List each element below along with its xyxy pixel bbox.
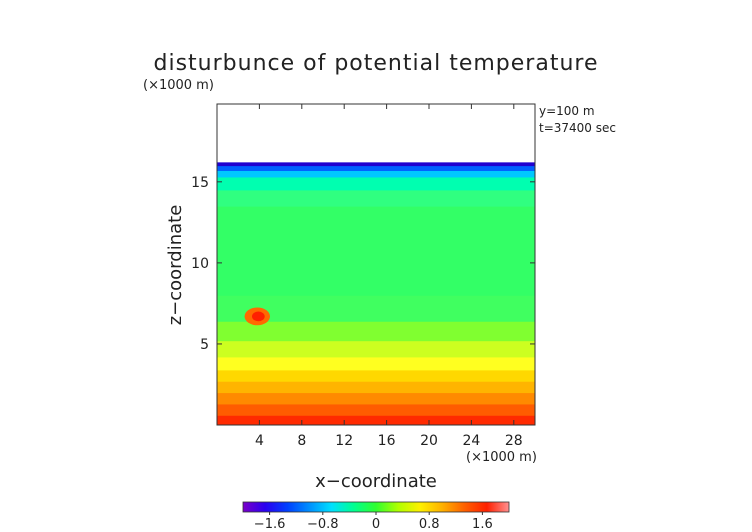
colorbar-tick-label: −0.8 — [307, 517, 339, 532]
field-band-1 — [217, 403, 535, 416]
field-band-13 — [217, 165, 535, 171]
field-band-12 — [217, 170, 535, 178]
colorbar-gradient — [242, 501, 510, 513]
x-tick-label: 20 — [420, 433, 438, 449]
colorbar: −1.6 −0.8 0 0.8 1.6 — [242, 501, 510, 532]
colorbar-ticks: −1.6 −0.8 0 0.8 1.6 — [254, 512, 493, 532]
field-band-11 — [217, 176, 535, 191]
field-band-6 — [217, 340, 535, 358]
colorbar-tick-label: 0.8 — [419, 517, 440, 532]
y-tick-label: 10 — [191, 256, 209, 272]
scale-label: (×1000 m) — [143, 78, 214, 93]
field-band-3 — [217, 381, 535, 394]
info-text: y=100 m t=37400 sec — [539, 104, 616, 135]
colorbar-tick-label: 1.6 — [472, 517, 493, 532]
field-band-8 — [217, 295, 535, 322]
x-axis-label: x−coordinate — [315, 471, 437, 492]
x-tick-label: 16 — [378, 433, 396, 449]
x-tick-label: 4 — [255, 433, 264, 449]
plot-frame — [216, 103, 536, 426]
heatmap-field — [217, 162, 535, 425]
x-unit-label: (×1000 m) — [466, 450, 537, 465]
field-band-10 — [217, 189, 535, 207]
x-tick-label: 8 — [297, 433, 306, 449]
y-tick-label: 15 — [191, 175, 209, 191]
field-band-9 — [217, 206, 535, 296]
y-axis-label: z−coordinate — [165, 205, 186, 326]
field-feature-1 — [251, 311, 265, 322]
x-axis: 4 8 12 16 20 24 28 — [255, 104, 523, 449]
colorbar-tick-label: −1.6 — [254, 517, 286, 532]
x-tick-label: 12 — [335, 433, 353, 449]
x-tick-label: 24 — [462, 433, 480, 449]
chart-title: disturbunce of potential temperature — [154, 51, 599, 76]
field-band-7 — [217, 321, 535, 342]
field-band-2 — [217, 392, 535, 405]
x-tick-label: 28 — [505, 433, 523, 449]
colorbar-tick-label: 0 — [372, 517, 380, 532]
field-band-4 — [217, 369, 535, 382]
field-band-5 — [217, 356, 535, 371]
info-line-t: t=37400 sec — [539, 121, 616, 135]
y-tick-label: 5 — [200, 337, 209, 353]
field-band-0 — [217, 415, 535, 425]
field-band-14 — [217, 162, 535, 167]
y-axis: 5 10 15 — [191, 175, 535, 353]
info-line-y: y=100 m — [539, 104, 595, 118]
